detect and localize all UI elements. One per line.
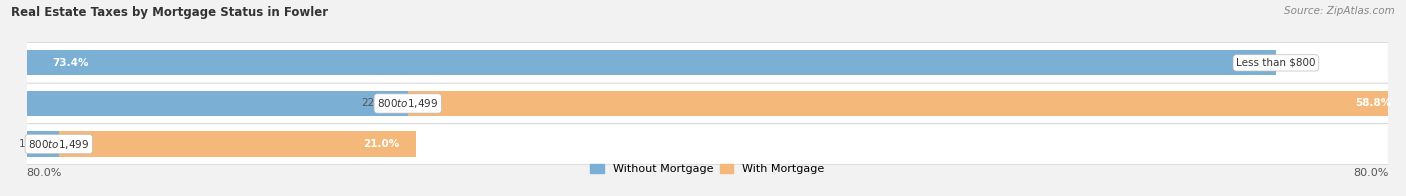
FancyBboxPatch shape [27,43,1388,83]
Text: 22.4%: 22.4% [361,98,394,108]
Bar [27,50,1275,75]
Text: 58.8%: 58.8% [1355,98,1392,108]
Text: 73.4%: 73.4% [52,58,89,68]
Bar [408,91,1406,116]
Bar [59,132,416,157]
Text: 80.0%: 80.0% [27,168,62,178]
Text: Real Estate Taxes by Mortgage Status in Fowler: Real Estate Taxes by Mortgage Status in … [11,6,329,19]
Text: Source: ZipAtlas.com: Source: ZipAtlas.com [1284,6,1395,16]
Bar [27,91,408,116]
Text: 80.0%: 80.0% [1353,168,1388,178]
FancyBboxPatch shape [27,124,1388,164]
Text: $800 to $1,499: $800 to $1,499 [377,97,439,110]
Bar [27,132,59,157]
Text: $800 to $1,499: $800 to $1,499 [28,138,90,151]
Text: Less than $800: Less than $800 [1236,58,1316,68]
Legend: Without Mortgage, With Mortgage: Without Mortgage, With Mortgage [586,159,828,179]
FancyBboxPatch shape [27,83,1388,124]
Text: 21.0%: 21.0% [363,139,399,149]
Text: 0.0%: 0.0% [1285,58,1310,68]
Text: 1.9%: 1.9% [18,139,45,149]
